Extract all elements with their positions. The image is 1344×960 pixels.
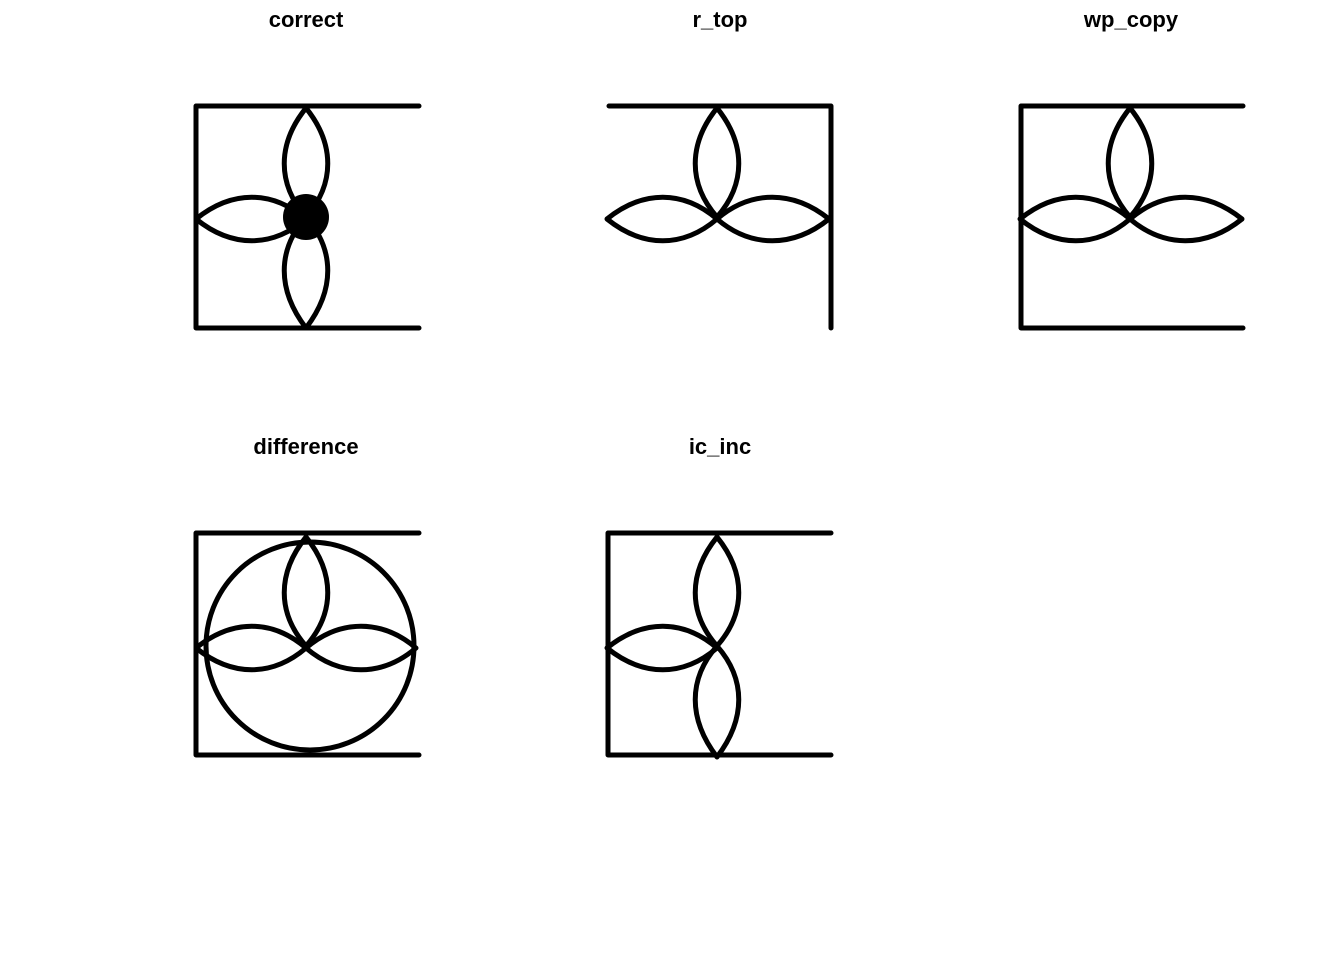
panel-title-wp-copy: wp_copy xyxy=(1083,7,1179,32)
panel-correct-drawing xyxy=(193,103,422,331)
panel-title-correct: correct xyxy=(268,7,344,32)
panel-title-r-top: r_top xyxy=(692,7,748,32)
petal-right xyxy=(1127,194,1245,244)
panel-title-ic-inc: ic_inc xyxy=(688,434,752,459)
petal-left xyxy=(604,194,720,244)
petal-top xyxy=(692,534,742,649)
petal-bottom xyxy=(281,214,331,331)
center-dot xyxy=(283,194,329,240)
panel-wp-copy-drawing xyxy=(1017,103,1246,331)
petal-top xyxy=(692,105,742,220)
panel-title-difference: difference xyxy=(253,434,359,459)
petal-bottom xyxy=(692,643,742,760)
panel-ic-inc-drawing xyxy=(604,530,834,760)
petal-top xyxy=(1105,105,1155,220)
petal-left xyxy=(1017,194,1133,244)
open-frame-left xyxy=(606,103,834,331)
petal-top xyxy=(281,534,331,649)
petal-left xyxy=(604,623,720,673)
petal-right xyxy=(714,194,832,244)
panel-difference-drawing xyxy=(193,530,422,758)
panel-r-top-drawing xyxy=(604,103,834,331)
open-frame-right xyxy=(193,530,422,758)
petal-right xyxy=(303,623,419,673)
petal-left xyxy=(193,623,309,673)
